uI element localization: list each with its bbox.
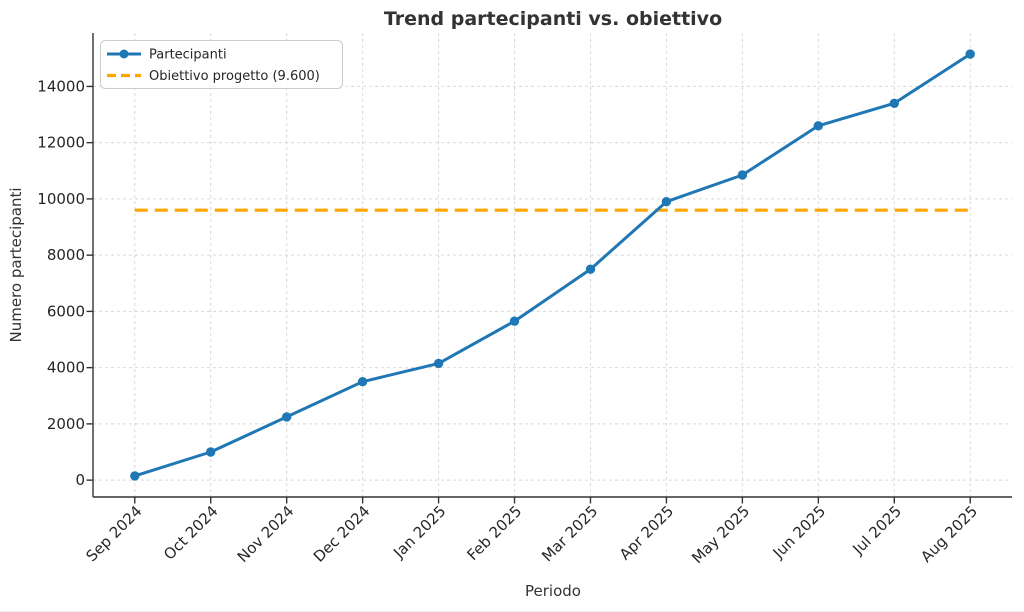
x-tick-label: Jun 2025 xyxy=(769,502,829,562)
data-point-marker xyxy=(282,412,292,422)
data-point-marker xyxy=(433,358,444,369)
x-tick-label: Apr 2025 xyxy=(616,502,677,563)
y-tick-labels: 0 2000 4000 6000 8000 10000 12000 14000 xyxy=(37,77,85,489)
legend-box xyxy=(100,40,343,89)
legend-series-label: Partecipanti xyxy=(149,48,227,63)
x-tick-label: Feb 2025 xyxy=(463,502,525,564)
axis-tick-marks xyxy=(86,85,971,504)
y-tick-label: 6000 xyxy=(47,302,85,320)
x-tick-label: Nov 2024 xyxy=(234,502,298,566)
series-markers xyxy=(130,49,975,481)
legend-target-label: Obiettivo progetto (9.600) xyxy=(149,69,320,84)
grid-lines xyxy=(93,33,1012,497)
y-axis-label: Numero partecipanti xyxy=(7,187,25,342)
x-tick-label: Oct 2024 xyxy=(160,502,221,563)
data-point-marker xyxy=(357,377,368,387)
x-axis-label: Periodo xyxy=(525,582,581,600)
y-tick-label: 8000 xyxy=(47,246,85,264)
x-tick-label: Jan 2025 xyxy=(389,502,449,562)
data-point-marker xyxy=(130,471,140,481)
y-tick-label: 14000 xyxy=(37,77,85,95)
x-tick-label: Dec 2024 xyxy=(310,502,374,566)
legend-series-marker-sample xyxy=(119,49,129,59)
y-tick-label: 2000 xyxy=(47,415,85,433)
y-tick-label: 0 xyxy=(75,471,85,489)
x-tick-label: Jul 2025 xyxy=(849,502,906,559)
chart-title: Trend partecipanti vs. obiettivo xyxy=(384,8,722,30)
x-tick-label: May 2025 xyxy=(688,502,753,567)
data-point-marker xyxy=(661,197,672,207)
x-tick-label: Mar 2025 xyxy=(538,502,601,565)
y-tick-label: 12000 xyxy=(37,134,85,152)
x-tick-labels: Sep 2024 Oct 2024 Nov 2024 Dec 2024 Jan 2025… xyxy=(83,502,982,567)
y-tick-label: 10000 xyxy=(37,190,85,208)
data-point-marker xyxy=(737,170,748,180)
data-point-marker xyxy=(889,98,899,109)
data-point-marker xyxy=(965,49,975,59)
series-line xyxy=(133,52,972,478)
data-point-marker xyxy=(585,264,596,274)
data-point-marker xyxy=(206,447,216,457)
data-point-marker xyxy=(813,121,823,131)
data-point-marker xyxy=(509,316,520,326)
x-tick-label: Aug 2025 xyxy=(917,502,981,566)
x-tick-label: Sep 2024 xyxy=(83,502,146,565)
y-tick-label: 4000 xyxy=(47,359,85,377)
legend: Partecipanti Obiettivo progetto (9.600) xyxy=(100,40,343,89)
